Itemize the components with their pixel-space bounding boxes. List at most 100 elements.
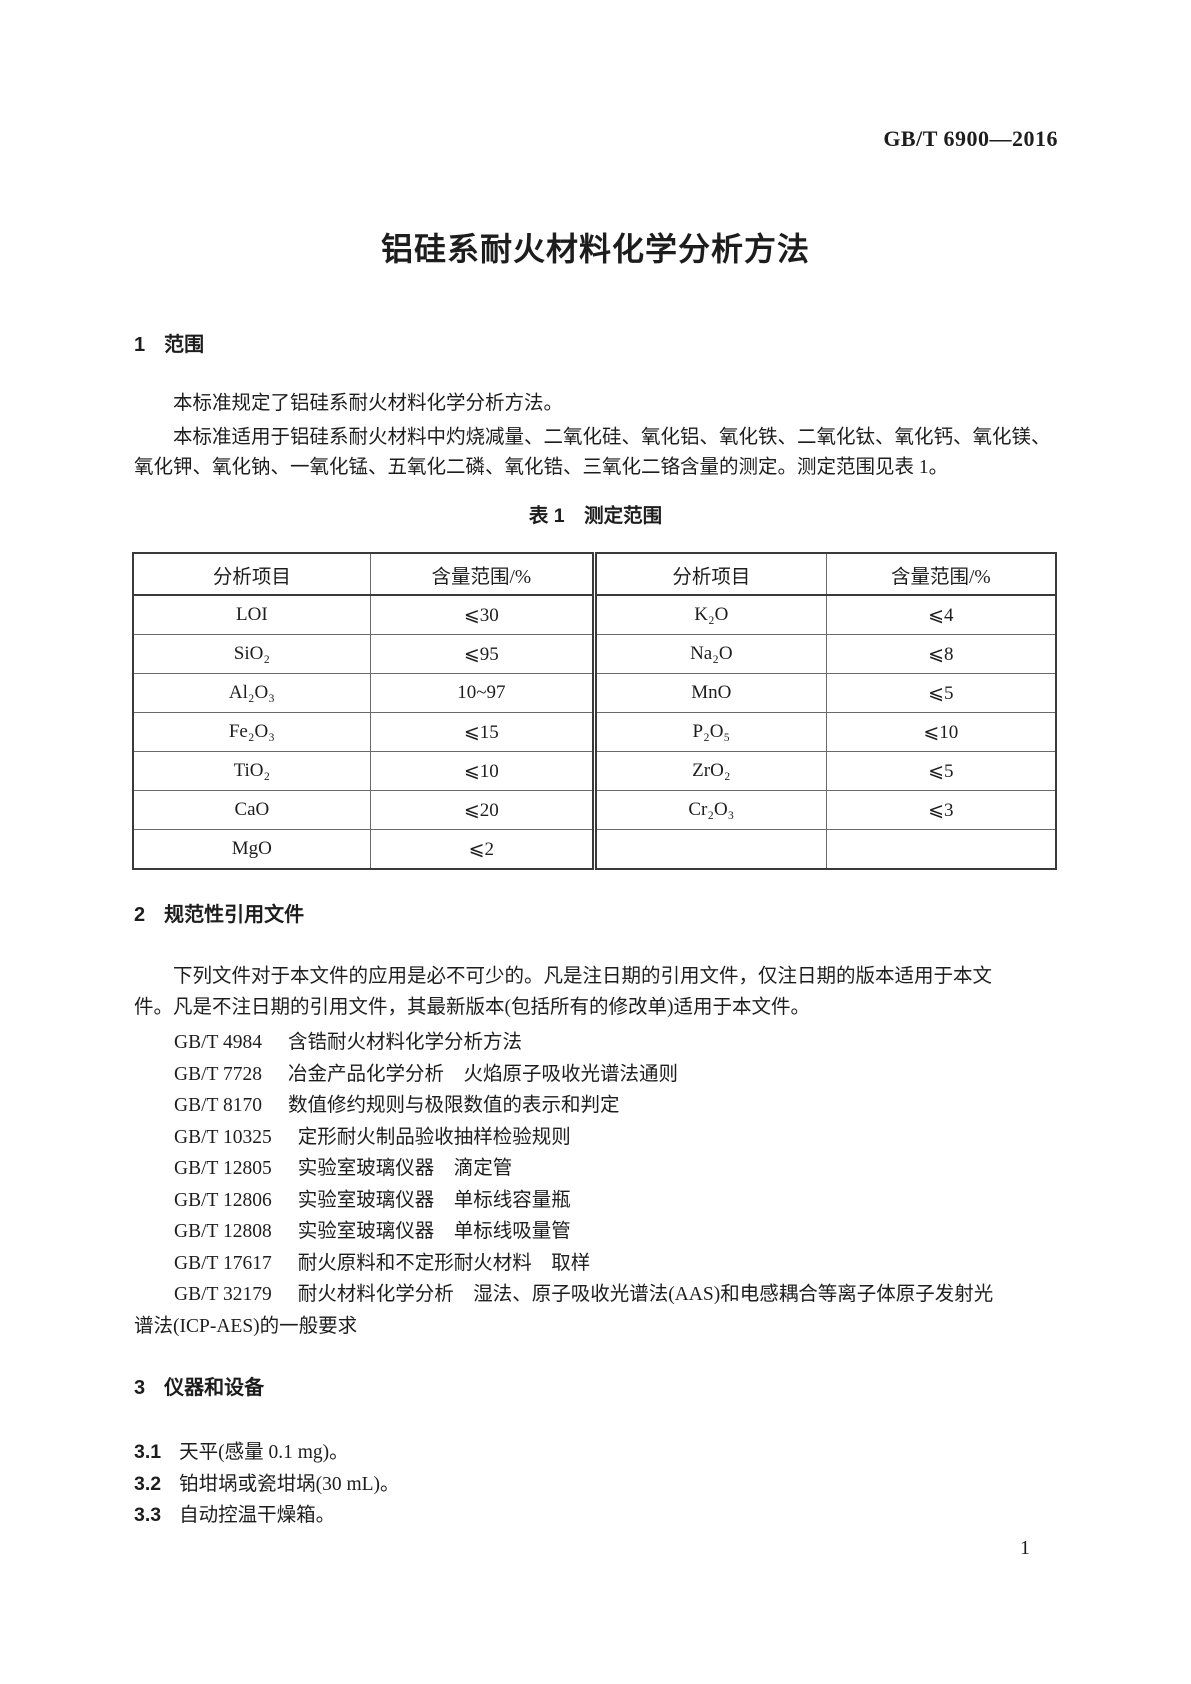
range-cell: ⩽30 — [369, 594, 595, 635]
reference-code: GB/T 7728 — [174, 1063, 262, 1085]
item-text: 铂坩埚或瓷坩埚(30 mL)。 — [179, 1473, 400, 1495]
reference-title: 冶金产品化学分析 火焰原子吸收光谱法通则 — [287, 1063, 678, 1085]
table-row: SiO₂ ⩽95 Na₂O ⩽8 — [133, 634, 1057, 674]
range-cell: 10~97 — [369, 673, 595, 713]
reference-item: GB/T 32179 耐火材料化学分析 湿法、原子吸收光谱法(AAS)和电感耦合等… — [134, 1279, 1094, 1311]
table-row: TiO₂ ⩽10 ZrO₂ ⩽5 — [133, 751, 1057, 791]
column-header: 含量范围/% — [825, 553, 1056, 596]
range-cell: ⩽8 — [825, 634, 1057, 674]
reference-item: GB/T 4984 含锆耐火材料化学分析方法 — [134, 1027, 1094, 1059]
table-1-caption: 表 1 测定范围 — [528, 505, 663, 527]
reference-code: GB/T 12808 — [174, 1221, 272, 1242]
table-row: Al₂O₃ 10~97 MnO ⩽5 — [133, 673, 1057, 713]
table-row: MgO ⩽2 — [133, 829, 1057, 870]
section-title: 规范性引用文件 — [164, 904, 305, 926]
equipment-item: 3.3 自动控温干燥箱。 — [134, 1500, 1060, 1532]
reference-code: GB/T 8170 — [174, 1095, 262, 1116]
analyte-cell: Fe₂O₃ — [133, 712, 371, 752]
equipment-list: 3.1 天平(感量 0.1 mg)。 3.2 铂坩埚或瓷坩埚(30 mL)。 3.3… — [134, 1437, 1060, 1532]
reference-title: 定形耐火制品验收抽样检验规则 — [297, 1126, 571, 1148]
reference-item: GB/T 10325 定形耐火制品验收抽样检验规则 — [134, 1122, 1094, 1154]
section-3-heading: 3 仪器和设备 — [134, 1376, 264, 1400]
range-cell: ⩽15 — [369, 712, 595, 752]
reference-item: GB/T 8170 数值修约规则与极限数值的表示和判定 — [134, 1090, 1094, 1122]
table-header-row: 分析项目 含量范围/% 分析项目 含量范围/% — [133, 553, 1056, 596]
analyte-cell: LOI — [133, 594, 371, 635]
analyte-cell: ZrO₂ — [591, 751, 827, 791]
analyte-cell: MnO — [591, 673, 827, 713]
item-text: 天平(感量 0.1 mg)。 — [179, 1442, 349, 1463]
analyte-cell — [591, 829, 827, 870]
section-title: 仪器和设备 — [164, 1377, 265, 1399]
analyte-cell: P₂O₅ — [591, 712, 827, 752]
reference-item: GB/T 17617 耐火原料和不定形耐火材料 取样 — [134, 1248, 1094, 1280]
normative-references-intro: 下列文件对于本文件的应用是必不可少的。凡是注日期的引用文件，仅注日期的版本适用于… — [134, 961, 1060, 1023]
reference-code: GB/T 12806 — [174, 1189, 272, 1211]
paragraph-line: 氧化钾、氧化钠、一氧化锰、五氧化二磷、氧化锆、三氧化二铬含量的测定。测定范围见表… — [134, 456, 949, 478]
item-text: 自动控温干燥箱。 — [179, 1505, 336, 1526]
scope-paragraph-2: 本标准适用于铝硅系耐火材料中灼烧减量、二氧化硅、氧化铝、氧化铁、二氧化钛、氧化钙… — [134, 423, 1060, 482]
reference-title: 耐火材料化学分析 湿法、原子吸收光谱法(AAS)和电感耦合等离子体原子发射光 — [297, 1284, 994, 1305]
range-cell — [825, 829, 1057, 870]
analyte-cell: SiO₂ — [133, 634, 371, 674]
reference-code: GB/T 10325 — [174, 1126, 272, 1148]
reference-item: GB/T 12806 实验室玻璃仪器 单标线容量瓶 — [134, 1185, 1094, 1217]
reference-title: 耐火原料和不定形耐火材料 取样 — [297, 1252, 591, 1274]
section-number: 1 — [134, 334, 146, 356]
column-header: 分析项目 — [133, 553, 371, 596]
reference-title: 数值修约规则与极限数值的表示和判定 — [287, 1095, 620, 1116]
column-header: 分析项目 — [591, 553, 827, 596]
standard-code: GB/T 6900—2016 — [883, 126, 1058, 151]
equipment-item: 3.2 铂坩埚或瓷坩埚(30 mL)。 — [134, 1469, 1060, 1501]
section-title: 范围 — [164, 334, 205, 356]
range-cell: ⩽3 — [825, 790, 1057, 830]
reference-title: 实验室玻璃仪器 单标线容量瓶 — [297, 1189, 571, 1211]
table-1: 分析项目 含量范围/% 分析项目 含量范围/% LOI ⩽30 K₂O ⩽4 S… — [132, 552, 1057, 870]
analyte-cell: MgO — [133, 829, 371, 870]
item-number: 3.1 — [134, 1441, 162, 1463]
scope-paragraph-1: 本标准规定了铝硅系耐火材料化学分析方法。 — [134, 391, 1060, 417]
column-header: 含量范围/% — [369, 553, 595, 596]
range-cell: ⩽5 — [825, 751, 1057, 791]
range-cell: ⩽10 — [369, 751, 595, 791]
table-row: CaO ⩽20 Cr₂O₃ ⩽3 — [133, 790, 1057, 830]
reference-title: 含锆耐火材料化学分析方法 — [287, 1032, 522, 1053]
reference-code: GB/T 4984 — [174, 1032, 262, 1053]
analyte-cell: TiO₂ — [133, 751, 371, 791]
analyte-cell: Al₂O₃ — [133, 673, 371, 713]
paragraph-line: 下列文件对于本文件的应用是必不可少的。凡是注日期的引用文件，仅注日期的版本适用于… — [173, 966, 993, 987]
reference-item: GB/T 12805 实验室玻璃仪器 滴定管 — [134, 1153, 1094, 1185]
table-row: LOI ⩽30 K₂O ⩽4 — [133, 594, 1057, 635]
section-2-heading: 2 规范性引用文件 — [134, 903, 304, 927]
reference-code: GB/T 17617 — [174, 1252, 272, 1274]
table-row: Fe₂O₃ ⩽15 P₂O₅ ⩽10 — [133, 712, 1057, 752]
item-number: 3.3 — [134, 1504, 162, 1526]
item-number: 3.2 — [134, 1472, 162, 1495]
equipment-item: 3.1 天平(感量 0.1 mg)。 — [134, 1437, 1060, 1469]
analyte-cell: K₂O — [591, 594, 827, 635]
page-number: 1 — [1020, 1537, 1030, 1559]
range-cell: ⩽20 — [369, 790, 595, 830]
analyte-cell: Na₂O — [591, 634, 827, 674]
range-cell: ⩽4 — [825, 594, 1057, 635]
paragraph-line: 件。凡是不注日期的引用文件，其最新版本(包括所有的修改单)适用于本文件。 — [134, 997, 810, 1018]
section-number: 2 — [134, 904, 146, 926]
paragraph-line: 本标准适用于铝硅系耐火材料中灼烧减量、二氧化硅、氧化铝、氧化铁、二氧化钛、氧化钙… — [173, 427, 1051, 448]
reference-code: GB/T 12805 — [174, 1158, 272, 1179]
reference-item-continuation: 谱法(ICP-AES)的一般要求 — [134, 1315, 358, 1337]
reference-list: GB/T 4984 含锆耐火材料化学分析方法 GB/T 7728 冶金产品化学分析 … — [134, 1027, 1094, 1342]
reference-code: GB/T 32179 — [174, 1284, 272, 1305]
analyte-cell: CaO — [133, 790, 371, 830]
reference-title: 实验室玻璃仪器 滴定管 — [297, 1158, 513, 1179]
section-1-heading: 1 范围 — [134, 333, 204, 357]
reference-item: GB/T 12808 实验室玻璃仪器 单标线吸量管 — [134, 1216, 1094, 1248]
section-number: 3 — [134, 1377, 146, 1399]
reference-item: GB/T 7728 冶金产品化学分析 火焰原子吸收光谱法通则 — [134, 1059, 1094, 1091]
document-title: 铝硅系耐火材料化学分析方法 — [380, 231, 810, 267]
range-cell: ⩽5 — [825, 673, 1057, 713]
paragraph-line: 本标准规定了铝硅系耐火材料化学分析方法。 — [173, 393, 564, 414]
reference-title: 实验室玻璃仪器 单标线吸量管 — [297, 1221, 571, 1242]
range-cell: ⩽2 — [369, 829, 595, 870]
range-cell: ⩽95 — [369, 634, 595, 674]
